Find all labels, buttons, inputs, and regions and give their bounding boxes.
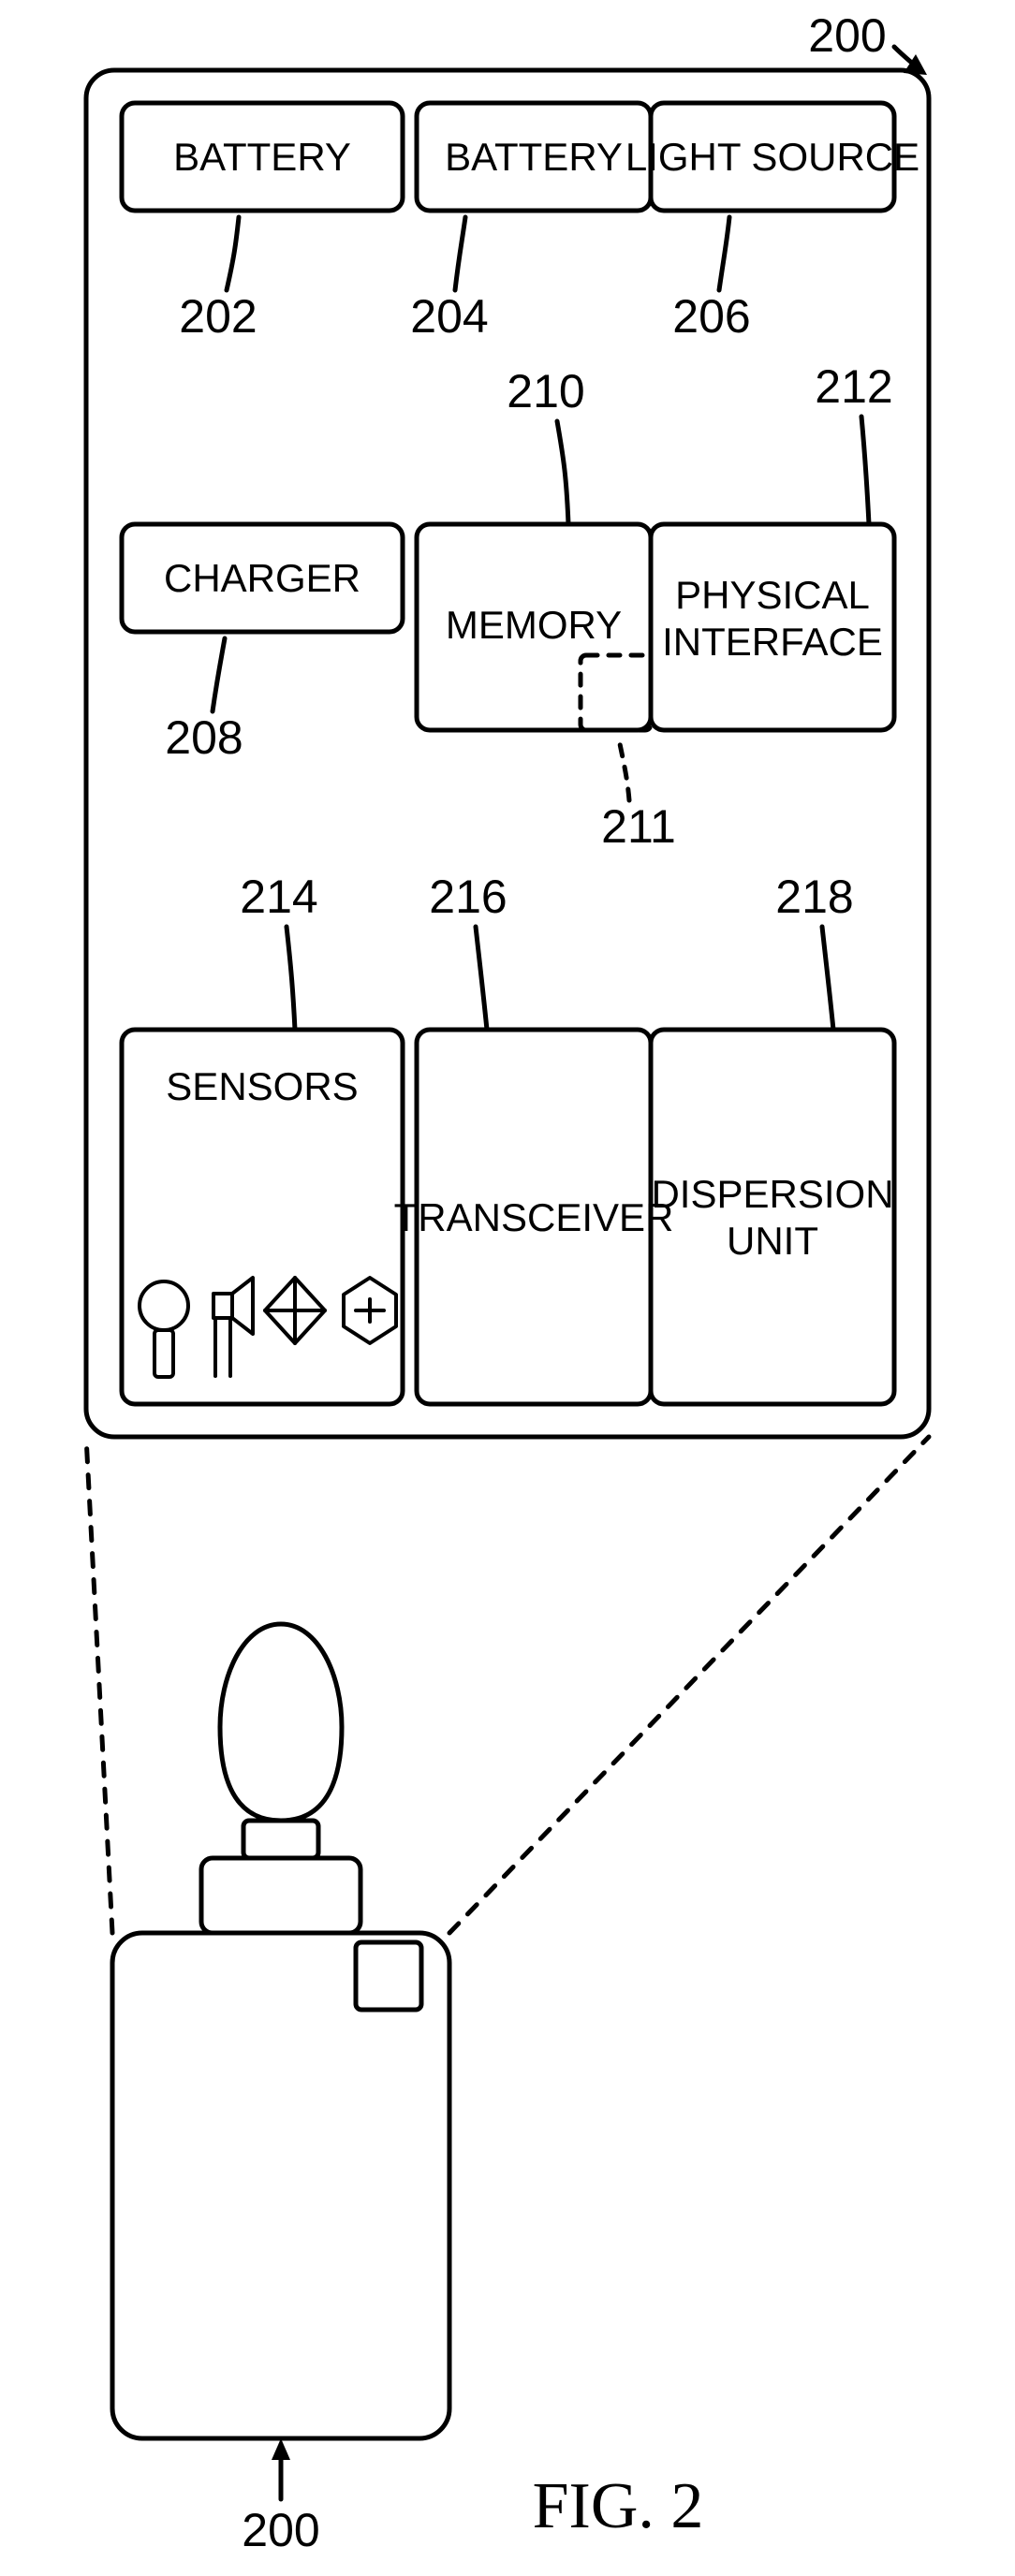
- projection-line-left: [86, 1437, 112, 1933]
- label-battery1: BATTERY: [173, 135, 351, 179]
- lead-phys-if: [861, 417, 869, 524]
- lead-sensors: [287, 927, 295, 1030]
- label-transceiver: TRANSCEIVER: [394, 1195, 674, 1239]
- ref-memory: 210: [507, 365, 584, 417]
- camera-icon: [140, 1281, 188, 1377]
- block-memory-sub: [581, 655, 651, 730]
- lead-battery2: [455, 217, 465, 290]
- diamond-icon: [265, 1278, 325, 1343]
- label-phys-if-l1: PHYSICAL: [675, 573, 870, 617]
- figure-caption: FIG. 2: [533, 2470, 704, 2542]
- ref-phys-if: 212: [815, 360, 892, 413]
- ref-memory-sub: 211: [601, 800, 676, 853]
- lead-dispersion: [822, 927, 833, 1030]
- label-memory: MEMORY: [446, 603, 622, 647]
- lead-light-source: [719, 217, 729, 290]
- label-light-source: LIGHT SOURCE: [625, 135, 919, 179]
- device-outline: [112, 1624, 449, 2438]
- device-ref-arrow: [272, 2438, 290, 2499]
- ref-dispersion: 218: [775, 871, 853, 923]
- device-ref: 200: [242, 2504, 319, 2556]
- lead-charger: [213, 638, 225, 711]
- ref-battery1: 202: [179, 290, 257, 343]
- sensor-icons: [140, 1278, 396, 1377]
- ref-charger: 208: [165, 711, 243, 764]
- speaker-icon: [213, 1278, 253, 1376]
- ref-transceiver: 216: [429, 871, 507, 923]
- projection-line-right: [449, 1437, 929, 1933]
- ref-light-source: 206: [672, 290, 750, 343]
- lead-transceiver: [476, 927, 487, 1030]
- block-dispersion: [651, 1030, 894, 1404]
- label-charger: CHARGER: [164, 556, 360, 600]
- label-sensors: SENSORS: [166, 1064, 358, 1108]
- label-dispersion-l1: DISPERSION: [651, 1172, 893, 1216]
- lead-memory: [557, 421, 568, 524]
- lead-battery1: [227, 217, 239, 290]
- ref-sensors: 214: [240, 871, 317, 923]
- system-ref: 200: [808, 9, 886, 62]
- lead-memory-sub: [618, 735, 629, 800]
- label-dispersion-l2: UNIT: [727, 1219, 818, 1263]
- hex-icon: [344, 1278, 396, 1343]
- label-battery2: BATTERY: [445, 135, 623, 179]
- ref-battery2: 204: [410, 290, 488, 343]
- label-phys-if-l2: INTERFACE: [662, 620, 883, 664]
